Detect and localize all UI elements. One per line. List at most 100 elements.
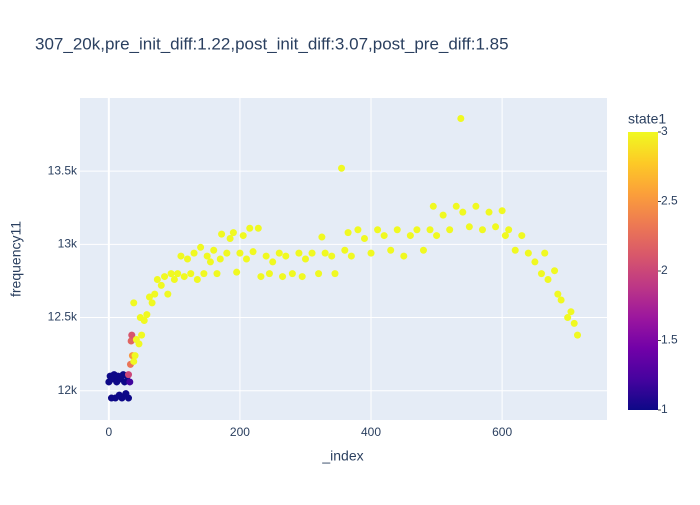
x-tick-label: 600 [492,425,512,439]
data-point [344,229,352,237]
data-point [331,270,339,278]
data-point [262,252,270,260]
data-point [135,340,143,348]
data-point [393,226,401,234]
data-point [570,319,578,327]
data-point [574,331,582,339]
data-point [459,208,467,216]
data-point [321,249,329,257]
data-point [478,226,486,234]
data-point [505,226,513,234]
data-point [282,252,290,260]
data-point [295,249,303,257]
data-point [183,255,191,263]
data-point [518,232,526,240]
data-point [131,352,139,360]
data-point [426,226,434,234]
data-point [161,273,169,281]
data-point [452,202,460,210]
data-point [413,226,421,234]
data-point [374,226,382,234]
data-point [127,337,135,345]
data-point [279,273,287,281]
data-point [419,246,427,254]
data-point [130,299,138,307]
data-point [174,270,182,278]
data-point [213,270,221,278]
data-point [157,281,165,289]
data-point [125,394,133,402]
data-point [341,246,349,254]
data-point [187,270,195,278]
data-point [210,246,218,254]
data-point [318,233,326,241]
data-point [544,275,552,283]
data-point [315,270,323,278]
data-point [170,275,178,283]
y-tick-label: 13.5k [48,163,78,177]
data-point [265,270,273,278]
x-tick-label: 0 [105,425,112,439]
data-point [164,290,172,298]
x-tick-label: 400 [361,425,381,439]
colorbar-tick-label: 2.5 [661,194,678,208]
data-point [233,268,241,276]
data-point [446,226,454,234]
data-point [206,258,214,266]
data-point [242,255,250,263]
data-point [128,331,136,339]
data-point [121,378,129,386]
x-tick-label: 200 [230,425,250,439]
data-point [354,226,362,234]
data-point [485,208,493,216]
data-point [360,235,368,243]
data-point [288,270,296,278]
data-point [433,232,441,240]
data-point [236,249,244,257]
data-point [380,232,388,240]
data-point [145,293,153,301]
colorbar-tick-label: 1.5 [661,333,678,347]
plot-area [80,98,607,420]
data-point [338,164,346,172]
data-point [387,246,395,254]
data-point [465,223,473,231]
data-point [148,299,156,307]
colorbar-tick-label: 1 [661,402,668,416]
data-point [537,270,545,278]
data-point [524,249,532,257]
data-point [229,229,237,237]
data-point [457,114,465,122]
data-point [126,378,134,386]
data-point [531,258,539,266]
data-point [298,273,306,281]
data-point [246,224,254,232]
data-point [269,258,277,266]
data-point [216,255,224,263]
data-point [554,290,562,298]
data-point [301,255,309,263]
data-point [472,202,480,210]
data-point [130,357,138,365]
data-point [498,207,506,215]
data-point [177,252,185,260]
data-point [200,270,208,278]
data-point [190,249,198,257]
y-tick-label: 12.5k [48,310,78,324]
data-point [125,371,133,379]
x-axis-title: _index [321,448,363,464]
data-point [138,331,146,339]
data-point [218,230,226,238]
y-axis-title: frequency11 [8,221,24,297]
data-point [567,308,575,316]
data-point [239,232,247,240]
data-point [193,275,201,283]
data-point [551,267,559,275]
data-point [254,224,262,232]
data-point [492,223,500,231]
data-point [143,311,151,319]
data-point [167,270,175,278]
data-point [557,296,565,304]
data-point [140,316,148,324]
